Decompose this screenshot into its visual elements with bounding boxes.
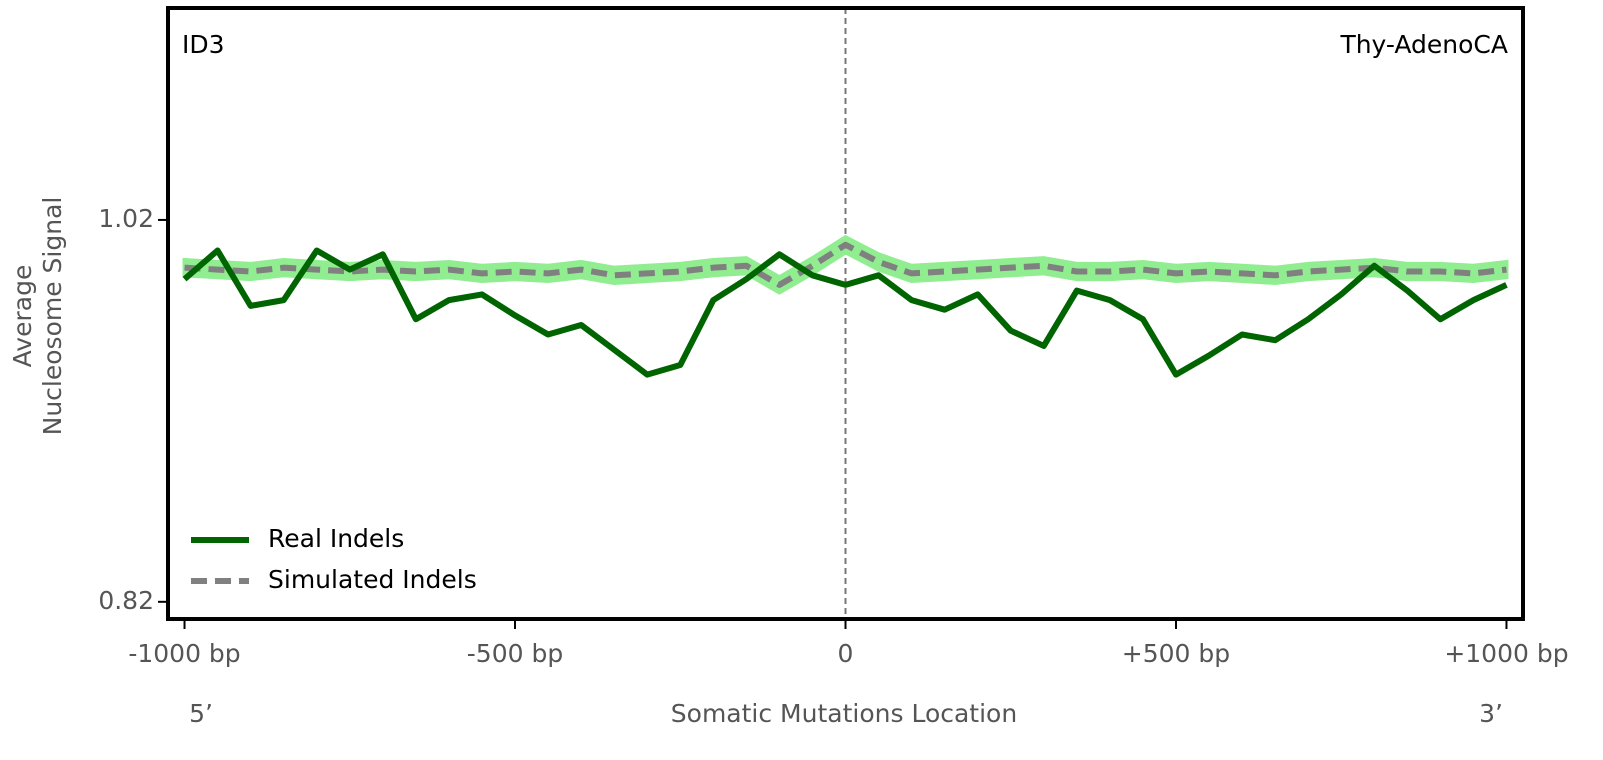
legend-label: Real Indels — [268, 524, 404, 553]
x-tick-label: +500 bp — [1122, 639, 1230, 668]
cancer-type: Thy-AdenoCA — [1339, 30, 1508, 59]
series-line — [182, 247, 1508, 378]
y-axis-label: Average Nucleosome Signal — [8, 197, 67, 436]
three-prime: 3’ — [1479, 699, 1503, 728]
five-prime: 5’ — [189, 699, 213, 728]
series-line — [184, 241, 1507, 288]
legend-label: Simulated Indels — [268, 565, 477, 594]
y-axis-label-line: Nucleosome Signal — [38, 197, 67, 436]
x-tick-label: +1000 bp — [1444, 639, 1568, 668]
y-axis-label-line: Average — [8, 265, 37, 368]
confidence-band — [182, 234, 1509, 295]
x-axis-label: Somatic Mutations Location — [671, 699, 1017, 728]
y-tick-label: 1.02 — [98, 204, 154, 233]
x-tick-label: -1000 bp — [128, 639, 240, 668]
x-tick-label: 0 — [838, 639, 854, 668]
legend: Real Indels Simulated Indels — [191, 524, 477, 594]
plot-frame — [166, 6, 1525, 621]
panel-label: ID3 — [182, 30, 225, 59]
y-tick-label: 0.82 — [98, 586, 154, 615]
x-tick-label: -500 bp — [467, 639, 563, 668]
